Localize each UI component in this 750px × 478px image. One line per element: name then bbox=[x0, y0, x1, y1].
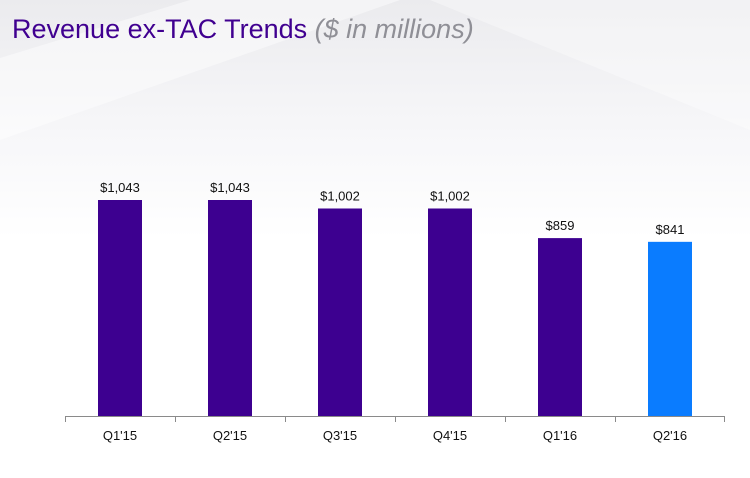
x-tick-label-2: Q3'15 bbox=[323, 428, 357, 443]
x-tick-label-4: Q1'16 bbox=[543, 428, 577, 443]
bar-value-label-1: $1,043 bbox=[210, 180, 250, 195]
page-title: Revenue ex-TAC Trends ($ in millions) bbox=[12, 12, 474, 46]
bar-5 bbox=[648, 241, 692, 416]
x-tick-label-1: Q2'15 bbox=[213, 428, 247, 443]
bar-value-label-5: $841 bbox=[656, 222, 685, 237]
bar-4 bbox=[538, 238, 582, 416]
title-text: Revenue ex-TAC Trends bbox=[12, 14, 308, 44]
x-tick-label-3: Q4'15 bbox=[433, 428, 467, 443]
x-tick-label-0: Q1'15 bbox=[103, 428, 137, 443]
bar-value-label-4: $859 bbox=[546, 218, 575, 233]
bar-3 bbox=[428, 208, 472, 416]
bar-2 bbox=[318, 208, 362, 416]
x-tick-label-5: Q2'16 bbox=[653, 428, 687, 443]
title-units: ($ in millions) bbox=[314, 14, 474, 44]
bar-value-label-3: $1,002 bbox=[430, 188, 470, 203]
bar-1 bbox=[208, 200, 252, 416]
bar-0 bbox=[98, 200, 142, 416]
bar-value-label-2: $1,002 bbox=[320, 188, 360, 203]
bar-value-label-0: $1,043 bbox=[100, 180, 140, 195]
